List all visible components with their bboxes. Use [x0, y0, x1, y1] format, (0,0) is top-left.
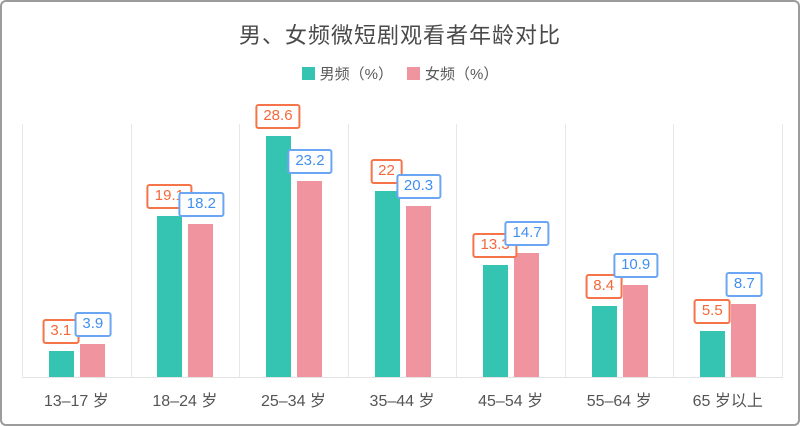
male-value-label: 5.5: [693, 299, 731, 324]
female-value-label: 18.2: [178, 192, 224, 217]
x-axis-label: 55–64 岁: [586, 393, 652, 410]
category-group: 3.1 3.9: [23, 124, 132, 377]
category-group: 5.5 8.7: [674, 124, 784, 377]
male-bar: [700, 331, 726, 377]
legend-item-male: 男频（%）: [301, 63, 393, 84]
plot-area: 3.1 3.9 19.1 18.2 28.6 23.2 22 20.3 13.3 14.7 8.4 1…: [22, 104, 784, 378]
category-group: 28.6 23.2: [240, 104, 349, 377]
x-axis-labels: 13–17 岁 18–24 岁 25–34 岁 35–44 岁 45–54 岁 55–64…: [22, 387, 782, 411]
category-group: 8.4 10.9: [566, 124, 675, 377]
male-value-label: 22: [370, 159, 403, 184]
male-series-swatch-icon: [301, 67, 315, 80]
male-value-label: 8.4: [585, 274, 623, 299]
female-value-label: 3.9: [74, 312, 112, 337]
male-bar: [265, 136, 291, 377]
legend-item-female: 女频（%）: [407, 63, 498, 84]
x-axis-label: 45–54 岁: [478, 393, 544, 410]
female-bar: [188, 224, 214, 377]
female-bar: [296, 181, 322, 377]
male-bar: [48, 351, 74, 377]
female-value-label: 10.9: [613, 253, 659, 278]
category-group: 13.3 14.7: [457, 124, 566, 377]
legend-label-female: 女频（%）: [425, 66, 499, 83]
female-value-label: 20.3: [395, 174, 442, 199]
male-bar: [374, 191, 400, 377]
legend: 男频（%） 女频（%）: [2, 63, 798, 84]
female-value-label: 14.7: [504, 221, 550, 246]
category-group: 19.1 18.2: [132, 124, 241, 377]
female-bar: [405, 206, 431, 377]
x-axis-label: 18–24 岁: [152, 393, 218, 410]
x-axis-label: 13–17 岁: [43, 393, 109, 410]
male-value-label: 28.6: [255, 104, 301, 129]
male-bar: [157, 216, 183, 377]
female-value-label: 23.2: [287, 149, 333, 174]
x-axis-label: 65 岁以上: [692, 393, 763, 410]
female-series-swatch-icon: [407, 67, 420, 80]
male-bar: [591, 306, 617, 377]
legend-label-male: 男频（%）: [319, 66, 393, 83]
female-bar: [514, 253, 540, 377]
female-bar: [731, 304, 757, 377]
male-bar: [483, 265, 509, 377]
chart-title: 男、女频微短剧观看者年龄对比: [238, 23, 561, 48]
female-value-label: 8.7: [725, 272, 763, 297]
x-axis-label: 35–44 岁: [369, 393, 435, 410]
female-bar: [622, 285, 648, 377]
male-value-label: 3.1: [42, 319, 80, 344]
x-axis-label: 25–34 岁: [260, 393, 326, 410]
category-group: 22 20.3: [349, 124, 458, 377]
female-bar: [79, 344, 105, 377]
